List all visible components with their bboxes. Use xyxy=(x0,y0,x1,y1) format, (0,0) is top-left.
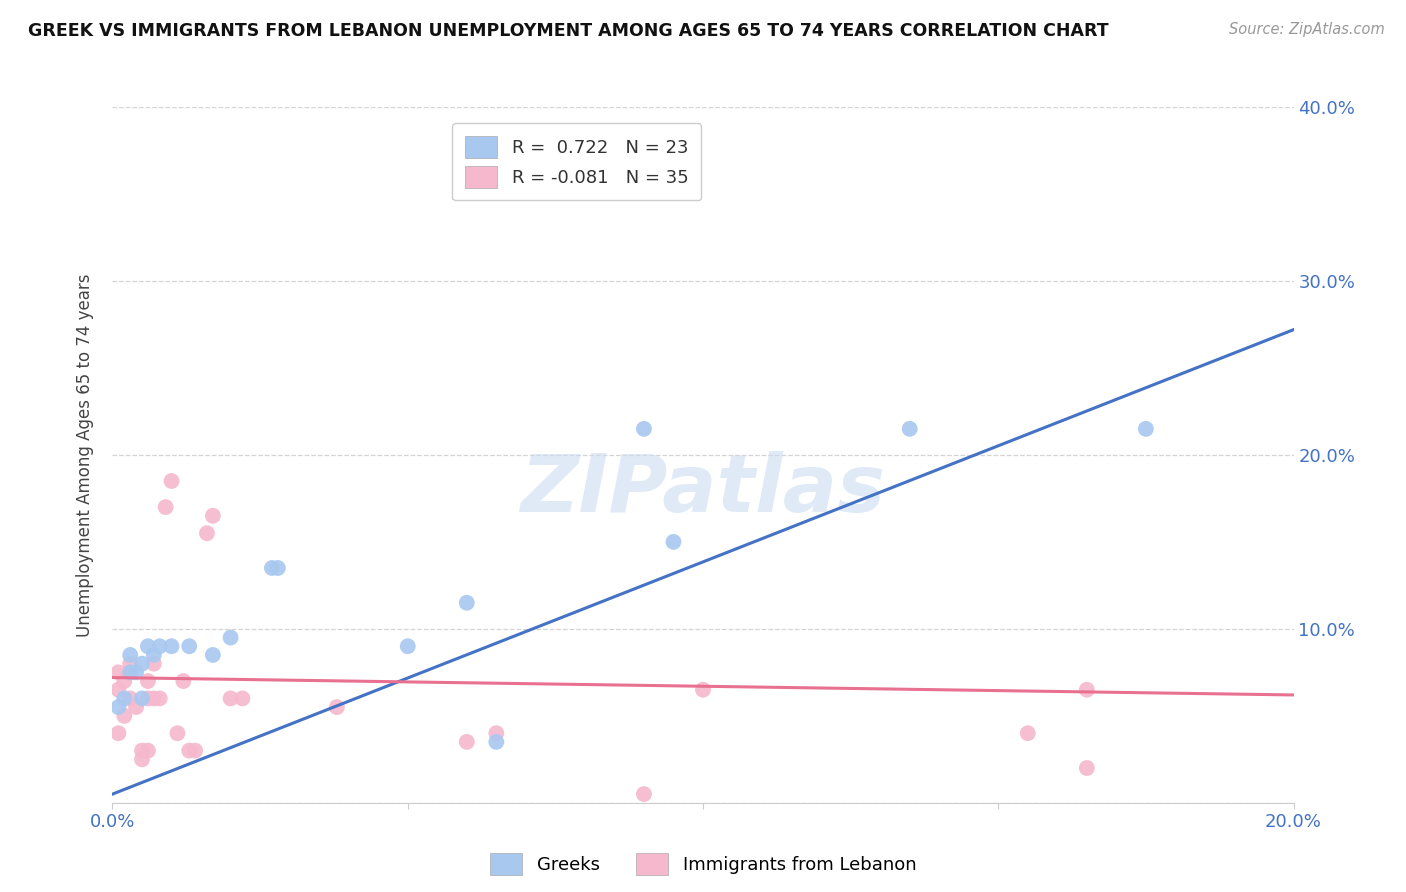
Point xyxy=(160,474,183,488)
Text: GREEK VS IMMIGRANTS FROM LEBANON UNEMPLOYMENT AMONG AGES 65 TO 74 YEARS CORRELAT: GREEK VS IMMIGRANTS FROM LEBANON UNEMPLO… xyxy=(28,22,1109,40)
Point xyxy=(633,422,655,436)
Point xyxy=(136,691,159,706)
Point xyxy=(131,752,153,766)
Point xyxy=(149,639,172,653)
Point xyxy=(120,648,142,662)
Point xyxy=(201,508,224,523)
Point xyxy=(231,691,253,706)
Point xyxy=(219,691,242,706)
Point xyxy=(485,726,508,740)
Point xyxy=(396,639,419,653)
Point xyxy=(456,596,478,610)
Point xyxy=(1017,726,1039,740)
Point xyxy=(172,674,194,689)
Point xyxy=(136,674,159,689)
Point xyxy=(166,726,188,740)
Point xyxy=(160,639,183,653)
Point xyxy=(326,700,349,714)
Point xyxy=(131,691,153,706)
Point xyxy=(1076,682,1098,697)
Point xyxy=(195,526,218,541)
Point xyxy=(184,744,207,758)
Point xyxy=(136,744,159,758)
Point xyxy=(112,674,135,689)
Point xyxy=(136,639,159,653)
Y-axis label: Unemployment Among Ages 65 to 74 years: Unemployment Among Ages 65 to 74 years xyxy=(76,273,94,637)
Point xyxy=(633,787,655,801)
Point xyxy=(131,744,153,758)
Point xyxy=(107,726,129,740)
Point xyxy=(179,744,201,758)
Point xyxy=(1135,422,1157,436)
Point xyxy=(107,682,129,697)
Point xyxy=(120,691,142,706)
Point xyxy=(456,735,478,749)
Point xyxy=(1076,761,1098,775)
Legend: Greeks, Immigrants from Lebanon: Greeks, Immigrants from Lebanon xyxy=(481,844,925,884)
Point xyxy=(219,631,242,645)
Point xyxy=(149,691,172,706)
Point xyxy=(692,682,714,697)
Point xyxy=(662,534,685,549)
Point xyxy=(120,657,142,671)
Point xyxy=(155,500,177,514)
Point xyxy=(107,700,129,714)
Point xyxy=(131,657,153,671)
Point xyxy=(125,665,148,680)
Point xyxy=(125,700,148,714)
Point xyxy=(201,648,224,662)
Point xyxy=(112,708,135,723)
Point xyxy=(142,691,165,706)
Text: Source: ZipAtlas.com: Source: ZipAtlas.com xyxy=(1229,22,1385,37)
Point xyxy=(107,665,129,680)
Point xyxy=(120,665,142,680)
Point xyxy=(267,561,290,575)
Point xyxy=(112,691,135,706)
Point xyxy=(898,422,921,436)
Point xyxy=(260,561,283,575)
Point xyxy=(142,648,165,662)
Point xyxy=(485,735,508,749)
Point xyxy=(179,639,201,653)
Text: ZIPatlas: ZIPatlas xyxy=(520,450,886,529)
Point xyxy=(120,665,142,680)
Point xyxy=(142,657,165,671)
